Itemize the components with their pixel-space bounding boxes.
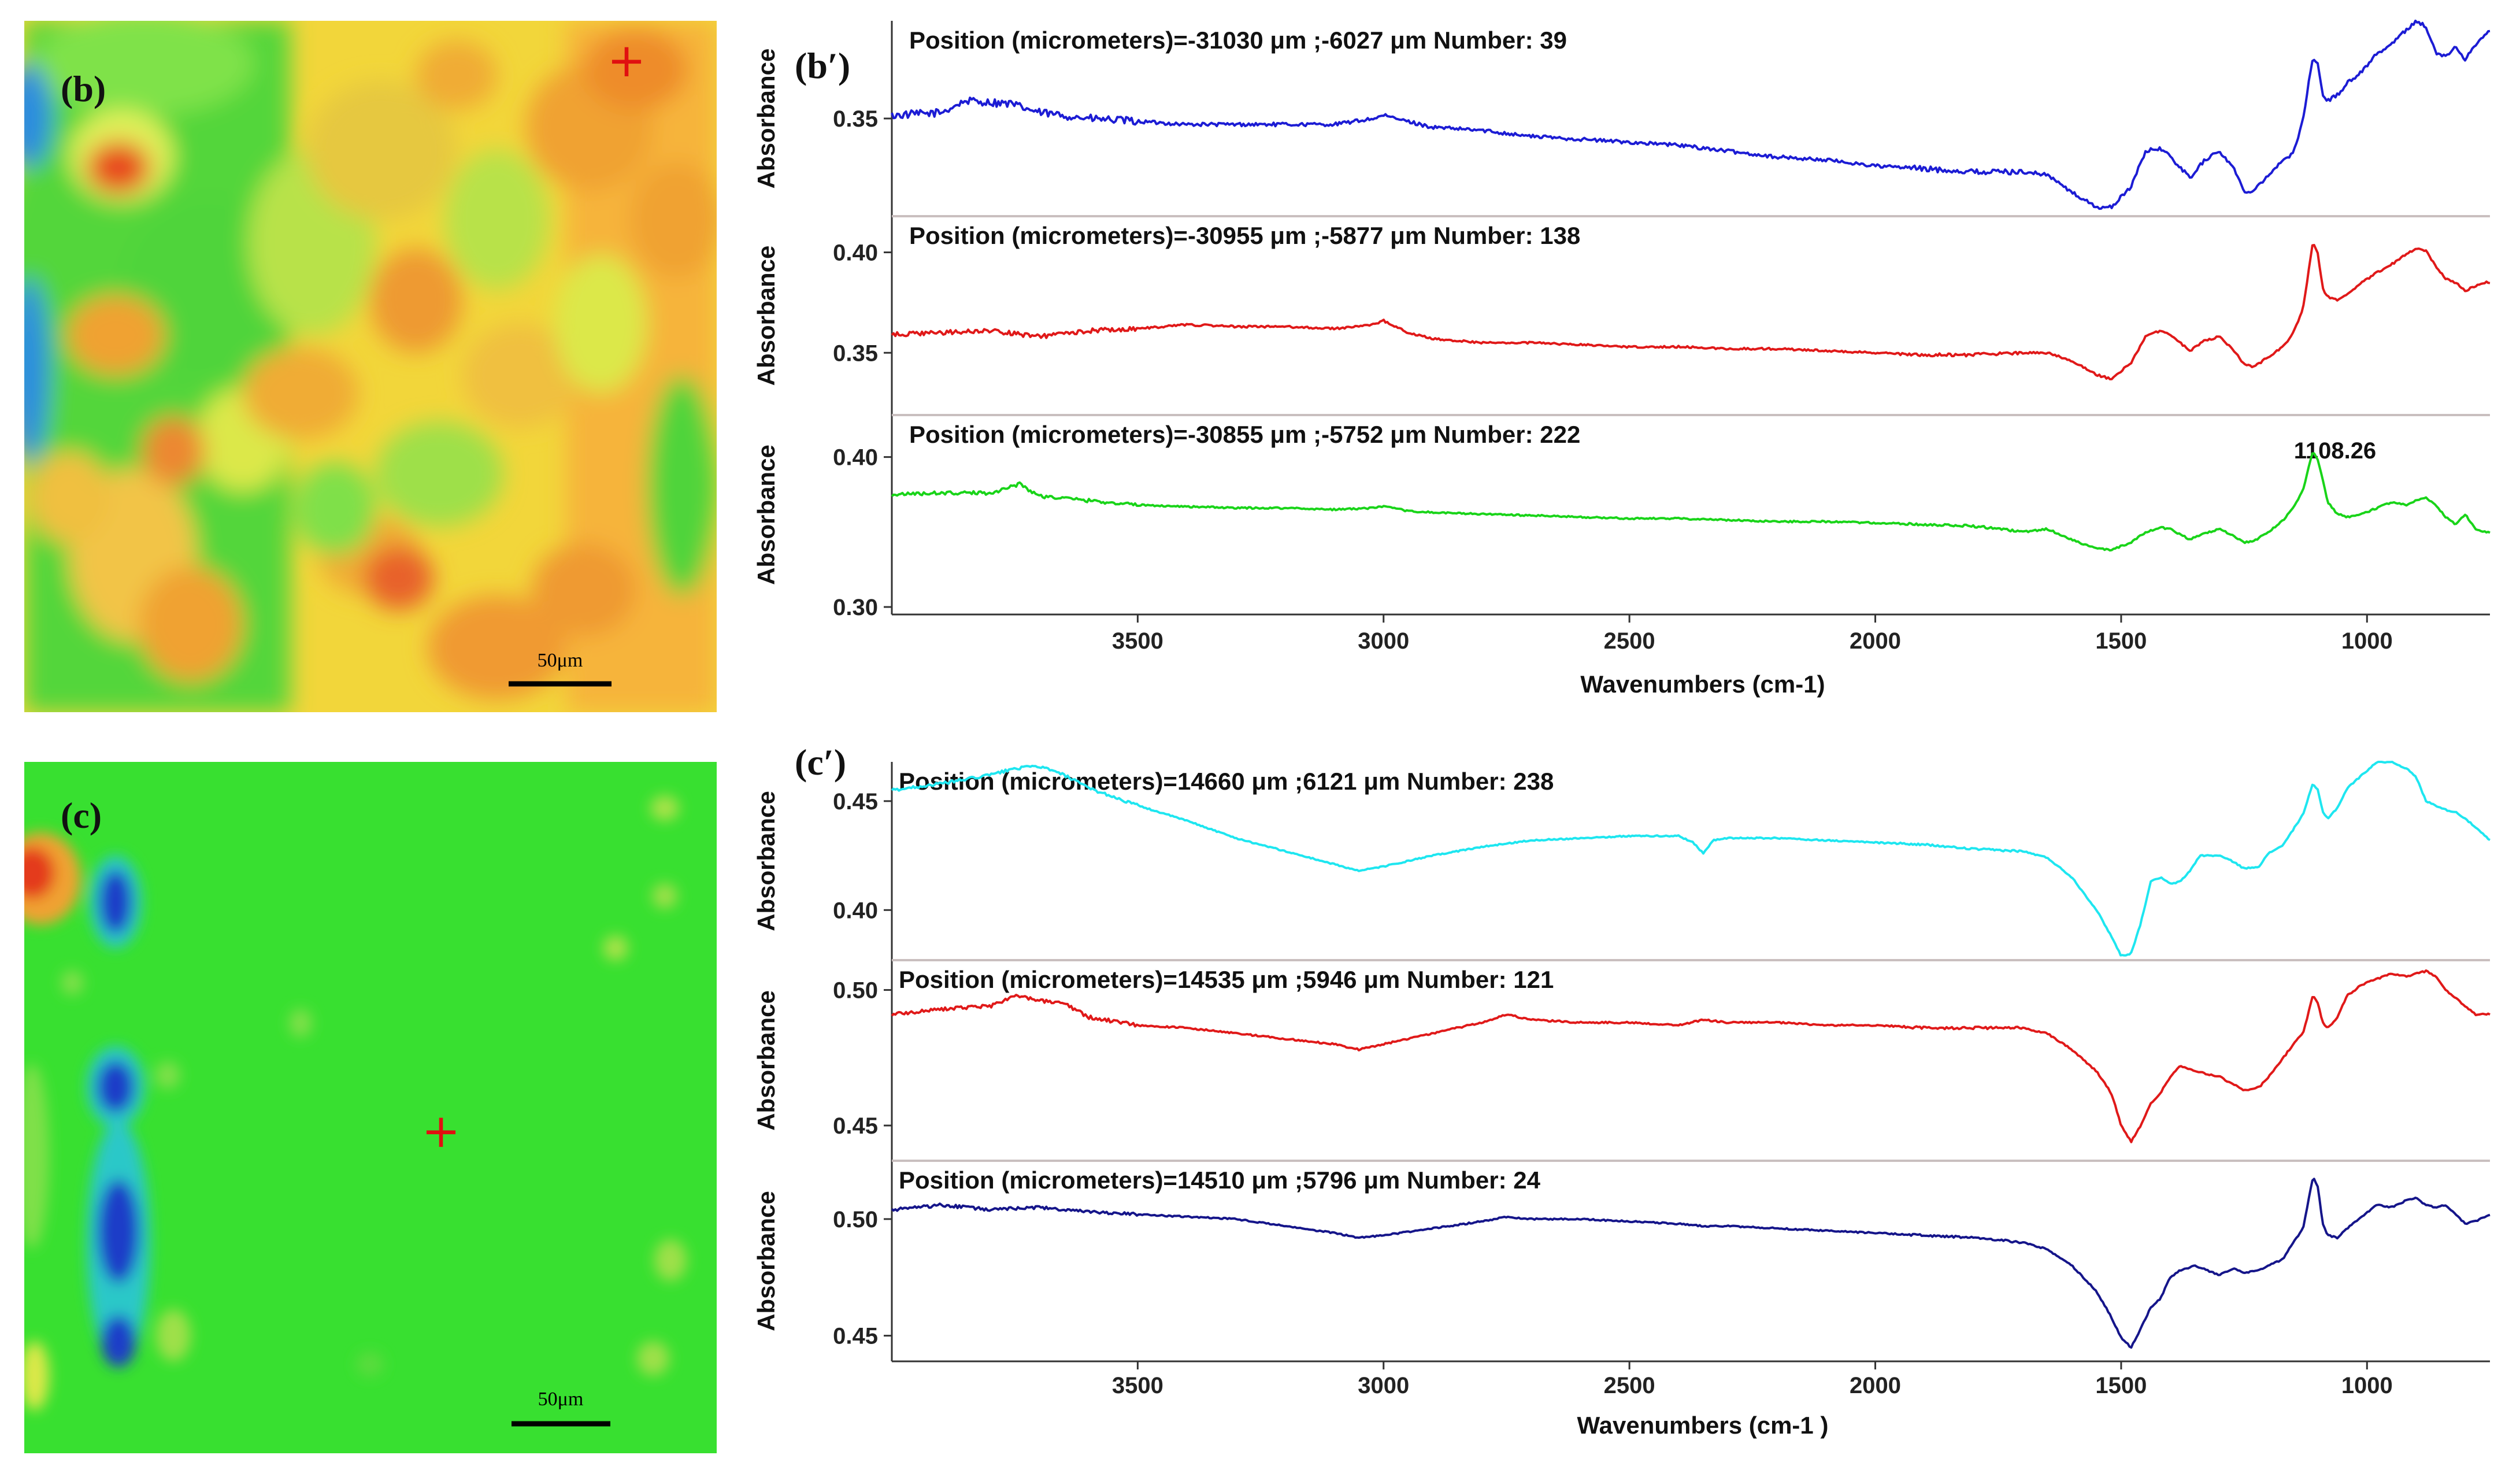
x-tick-label: 1000 bbox=[2341, 628, 2393, 654]
y-tick-label: 0.45 bbox=[833, 1324, 878, 1349]
x-tick-label: 2000 bbox=[1850, 628, 1901, 654]
heatmap-b: + bbox=[24, 21, 717, 712]
y-axis-label: Absorbance bbox=[753, 49, 780, 189]
x-tick-label: 2500 bbox=[1604, 628, 1655, 654]
spectrum-position-label: Position (micrometers)=-30855 μm ;-5752 … bbox=[909, 421, 1580, 448]
y-axis-label: Absorbance bbox=[753, 246, 780, 386]
x-tick-label: 3500 bbox=[1112, 628, 1163, 654]
spectrum-line bbox=[891, 243, 2491, 380]
x-tick-label: 3500 bbox=[1112, 1373, 1163, 1398]
x-tick-label: 2000 bbox=[1850, 1373, 1901, 1398]
y-tick-label: 0.45 bbox=[833, 789, 878, 814]
y-tick-label: 0.35 bbox=[833, 106, 878, 132]
map-b-label: (b) bbox=[61, 68, 106, 109]
y-tick-label: 0.45 bbox=[833, 1113, 878, 1139]
x-tick-label: 1000 bbox=[2341, 1373, 2393, 1398]
spectrum-line bbox=[891, 969, 2491, 1143]
x-tick-label: 1500 bbox=[2095, 628, 2147, 654]
chart-b-prime-xlabel: Wavenumbers (cm-1) bbox=[1580, 671, 1825, 698]
spectrum-position-label: Position (micrometers)=14535 μm ;5946 μm… bbox=[899, 966, 1554, 993]
spectra-chart-b-prime: (b′) Wavenumbers (cm-1) 1108.26 3500 3000… bbox=[753, 20, 2491, 698]
y-axis-label: Absorbance bbox=[753, 445, 780, 585]
spectrum-position-label: Position (micrometers)=-31030 μm ;-6027 … bbox=[909, 27, 1567, 54]
y-tick-label: 0.35 bbox=[833, 340, 878, 366]
x-tick-label: 3000 bbox=[1358, 628, 1409, 654]
map-c-scale-text: 50μm bbox=[538, 1389, 584, 1410]
y-tick-label: 0.40 bbox=[833, 445, 878, 471]
x-tick-label: 1500 bbox=[2095, 1373, 2147, 1398]
y-axis-label: Absorbance bbox=[753, 791, 780, 931]
y-tick-label: 0.40 bbox=[833, 898, 878, 923]
spectra-chart-c-prime: (c′) Wavenumbers (cm-1 ) 3500 3000 2500 200… bbox=[753, 742, 2491, 1439]
chart-c-prime-xlabel: Wavenumbers (cm-1 ) bbox=[1577, 1412, 1829, 1439]
y-tick-label: 0.30 bbox=[833, 595, 878, 620]
chart-c-prime-label: (c′) bbox=[795, 742, 846, 783]
heatmap-c: + bbox=[24, 762, 717, 1453]
map-c-label: (c) bbox=[61, 795, 102, 836]
spectrum-line bbox=[891, 20, 2491, 210]
cross-marker-icon: + bbox=[607, 34, 646, 87]
spectrum-line bbox=[891, 452, 2491, 552]
spectrum-line bbox=[891, 761, 2491, 957]
spectrum-position-label: Position (micrometers)=-30955 μm ;-5877 … bbox=[909, 222, 1580, 249]
y-tick-label: 0.50 bbox=[833, 978, 878, 1004]
y-axis-label: Absorbance bbox=[753, 1191, 780, 1331]
spectrum-line bbox=[891, 1178, 2491, 1349]
cross-marker-icon: + bbox=[421, 1104, 460, 1158]
y-tick-label: 0.50 bbox=[833, 1207, 878, 1232]
spectrum-position-label: Position (micrometers)=14510 μm ;5796 μm… bbox=[899, 1167, 1541, 1194]
y-tick-label: 0.40 bbox=[833, 240, 878, 266]
x-tick-label: 2500 bbox=[1604, 1373, 1655, 1398]
y-axis-label: Absorbance bbox=[753, 990, 780, 1131]
x-tick-label: 3000 bbox=[1358, 1373, 1409, 1398]
map-b-scale-text: 50μm bbox=[538, 650, 583, 671]
peak-annotation: 1108.26 bbox=[2294, 438, 2376, 464]
chart-b-prime-label: (b′) bbox=[795, 45, 850, 86]
